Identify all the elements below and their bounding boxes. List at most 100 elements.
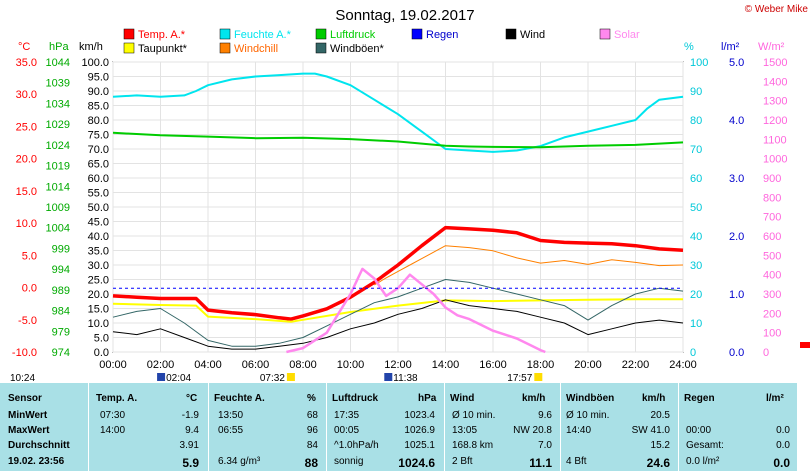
series-line-luftdruck: [112, 131, 684, 149]
axis-tick-hum: 50: [690, 202, 702, 214]
axis-tick-solar: 1400: [763, 76, 787, 88]
axis-tick-x: 04:00: [194, 359, 222, 371]
series-line-windchill: [374, 245, 684, 286]
axis-tick-x: 14:00: [432, 359, 460, 371]
axis-tick-wind: 75.0: [88, 130, 109, 142]
legend-swatch: [505, 28, 517, 40]
axis-tick-press: 1019: [46, 161, 70, 173]
moonrise-marker: [157, 373, 166, 381]
sunrise-time: 07:32: [260, 373, 285, 383]
axis-tick-rain: 5.0: [729, 57, 744, 69]
legend-label: Luftdruck: [330, 29, 376, 41]
axis-tick-hum: 100: [690, 57, 708, 69]
hdr-press: Luftdruck: [332, 393, 379, 404]
axis-tick-x: 16:00: [479, 359, 507, 371]
temp-value: 5.9: [182, 456, 199, 470]
right-strip: [797, 383, 810, 471]
legend-swatch: [123, 42, 135, 54]
series-line-feuchte-a-: [112, 72, 684, 153]
press-time: 17:35: [334, 410, 360, 421]
axis-tick-solar: 100: [763, 328, 781, 340]
axis-tick-hum: 30: [690, 260, 702, 272]
hdr-sensor: Sensor: [8, 393, 42, 404]
temp-value: 9.4: [185, 425, 199, 436]
right-marker: [800, 342, 810, 348]
axis-tick-wind: 25.0: [88, 275, 109, 287]
hdr-wind: Wind: [450, 393, 475, 404]
hdr-press-unit: hPa: [418, 393, 437, 404]
legend-label: Windböen*: [330, 43, 385, 55]
hdr-temp-unit: °C: [186, 393, 198, 404]
row-label: MinWert: [8, 410, 48, 421]
row-label: Durchschnitt: [8, 440, 70, 451]
axis-tick-press: 1009: [46, 202, 70, 214]
axis-tick-temp: 20.0: [16, 154, 37, 166]
axis-tick-temp: 35.0: [16, 57, 37, 69]
hdr-gust: Windböen: [566, 393, 615, 404]
axis-tick-wind: 5.0: [94, 333, 109, 345]
chart-title: Sonntag, 19.02.2017: [335, 7, 474, 24]
press-time: ^1.0hPa/h: [334, 440, 379, 451]
wind-value: NW 20.8: [513, 425, 552, 436]
axis-tick-solar: 1500: [763, 57, 787, 69]
legend-label: Solar: [614, 29, 640, 41]
axis-tick-temp: 0.0: [22, 283, 37, 295]
legend-swatch: [123, 28, 135, 40]
axis-tick-wind: 15.0: [88, 304, 109, 316]
axis-tick-solar: 200: [763, 308, 781, 320]
axis-tick-x: 12:00: [384, 359, 412, 371]
axis-tick-wind: 90.0: [88, 86, 109, 98]
gust-time: 14:40: [566, 425, 592, 436]
axis-tick-solar: 800: [763, 192, 781, 204]
sunset-marker: [534, 373, 543, 381]
hdr-hum-unit: %: [307, 393, 316, 404]
axis-tick-wind: 30.0: [88, 260, 109, 272]
wind-value: 9.6: [538, 410, 552, 421]
axis-tick-wind: 35.0: [88, 246, 109, 258]
axis-tick-x: 22:00: [622, 359, 650, 371]
press-value: 1026.9: [404, 425, 435, 436]
axis-tick-wind: 85.0: [88, 101, 109, 113]
hum-value: 68: [306, 410, 318, 421]
legend-label: Temp. A.*: [138, 29, 186, 41]
legend-label: Windchill: [234, 43, 278, 55]
axis-tick-press: 1004: [46, 223, 70, 235]
wind-value: 7.0: [538, 440, 552, 451]
legend-swatch: [599, 28, 611, 40]
axis-tick-wind: 55.0: [88, 188, 109, 200]
rain-value: 0.0: [776, 440, 790, 451]
axis-tick-solar: 500: [763, 250, 781, 262]
hum-value: 96: [306, 425, 318, 436]
axis-tick-temp: 25.0: [16, 121, 37, 133]
row-label: MaxWert: [8, 425, 50, 436]
axis-tick-temp: 15.0: [16, 186, 37, 198]
axis-tick-solar: 900: [763, 173, 781, 185]
axis-tick-wind: 40.0: [88, 231, 109, 243]
axis-tick-wind: 10.0: [88, 318, 109, 330]
axis-tick-solar: 400: [763, 270, 781, 282]
axis-tick-x: 06:00: [242, 359, 270, 371]
temp-time: 07:30: [100, 410, 126, 421]
axis-tick-x: 02:00: [147, 359, 175, 371]
hdr-gust-unit: km/h: [642, 393, 666, 404]
axis-tick-solar: 1200: [763, 115, 787, 127]
moonset-time: 11:38: [393, 373, 418, 383]
axis-tick-wind: 0.0: [94, 347, 109, 359]
axis-tick-rain: 2.0: [729, 231, 744, 243]
axis-tick-solar: 300: [763, 289, 781, 301]
hdr-hum: Feuchte A.: [214, 393, 265, 404]
axis-tick-solar: 1300: [763, 96, 787, 108]
legend-swatch: [315, 28, 327, 40]
axis-tick-temp: 30.0: [16, 89, 37, 101]
moonset-marker: [384, 373, 393, 381]
axis-tick-wind: 95.0: [88, 72, 109, 84]
series-line-windb-en-: [112, 279, 684, 347]
hum-value: 84: [306, 440, 318, 451]
axis-tick-hum: 60: [690, 173, 702, 185]
gust-time: Ø 10 min.: [566, 410, 610, 421]
axis-tick-solar: 700: [763, 212, 781, 224]
moonrise-time: 02:04: [166, 373, 191, 383]
legend-swatch: [315, 42, 327, 54]
gust-value: 15.2: [650, 440, 670, 451]
temp-value: -1.9: [181, 410, 199, 421]
